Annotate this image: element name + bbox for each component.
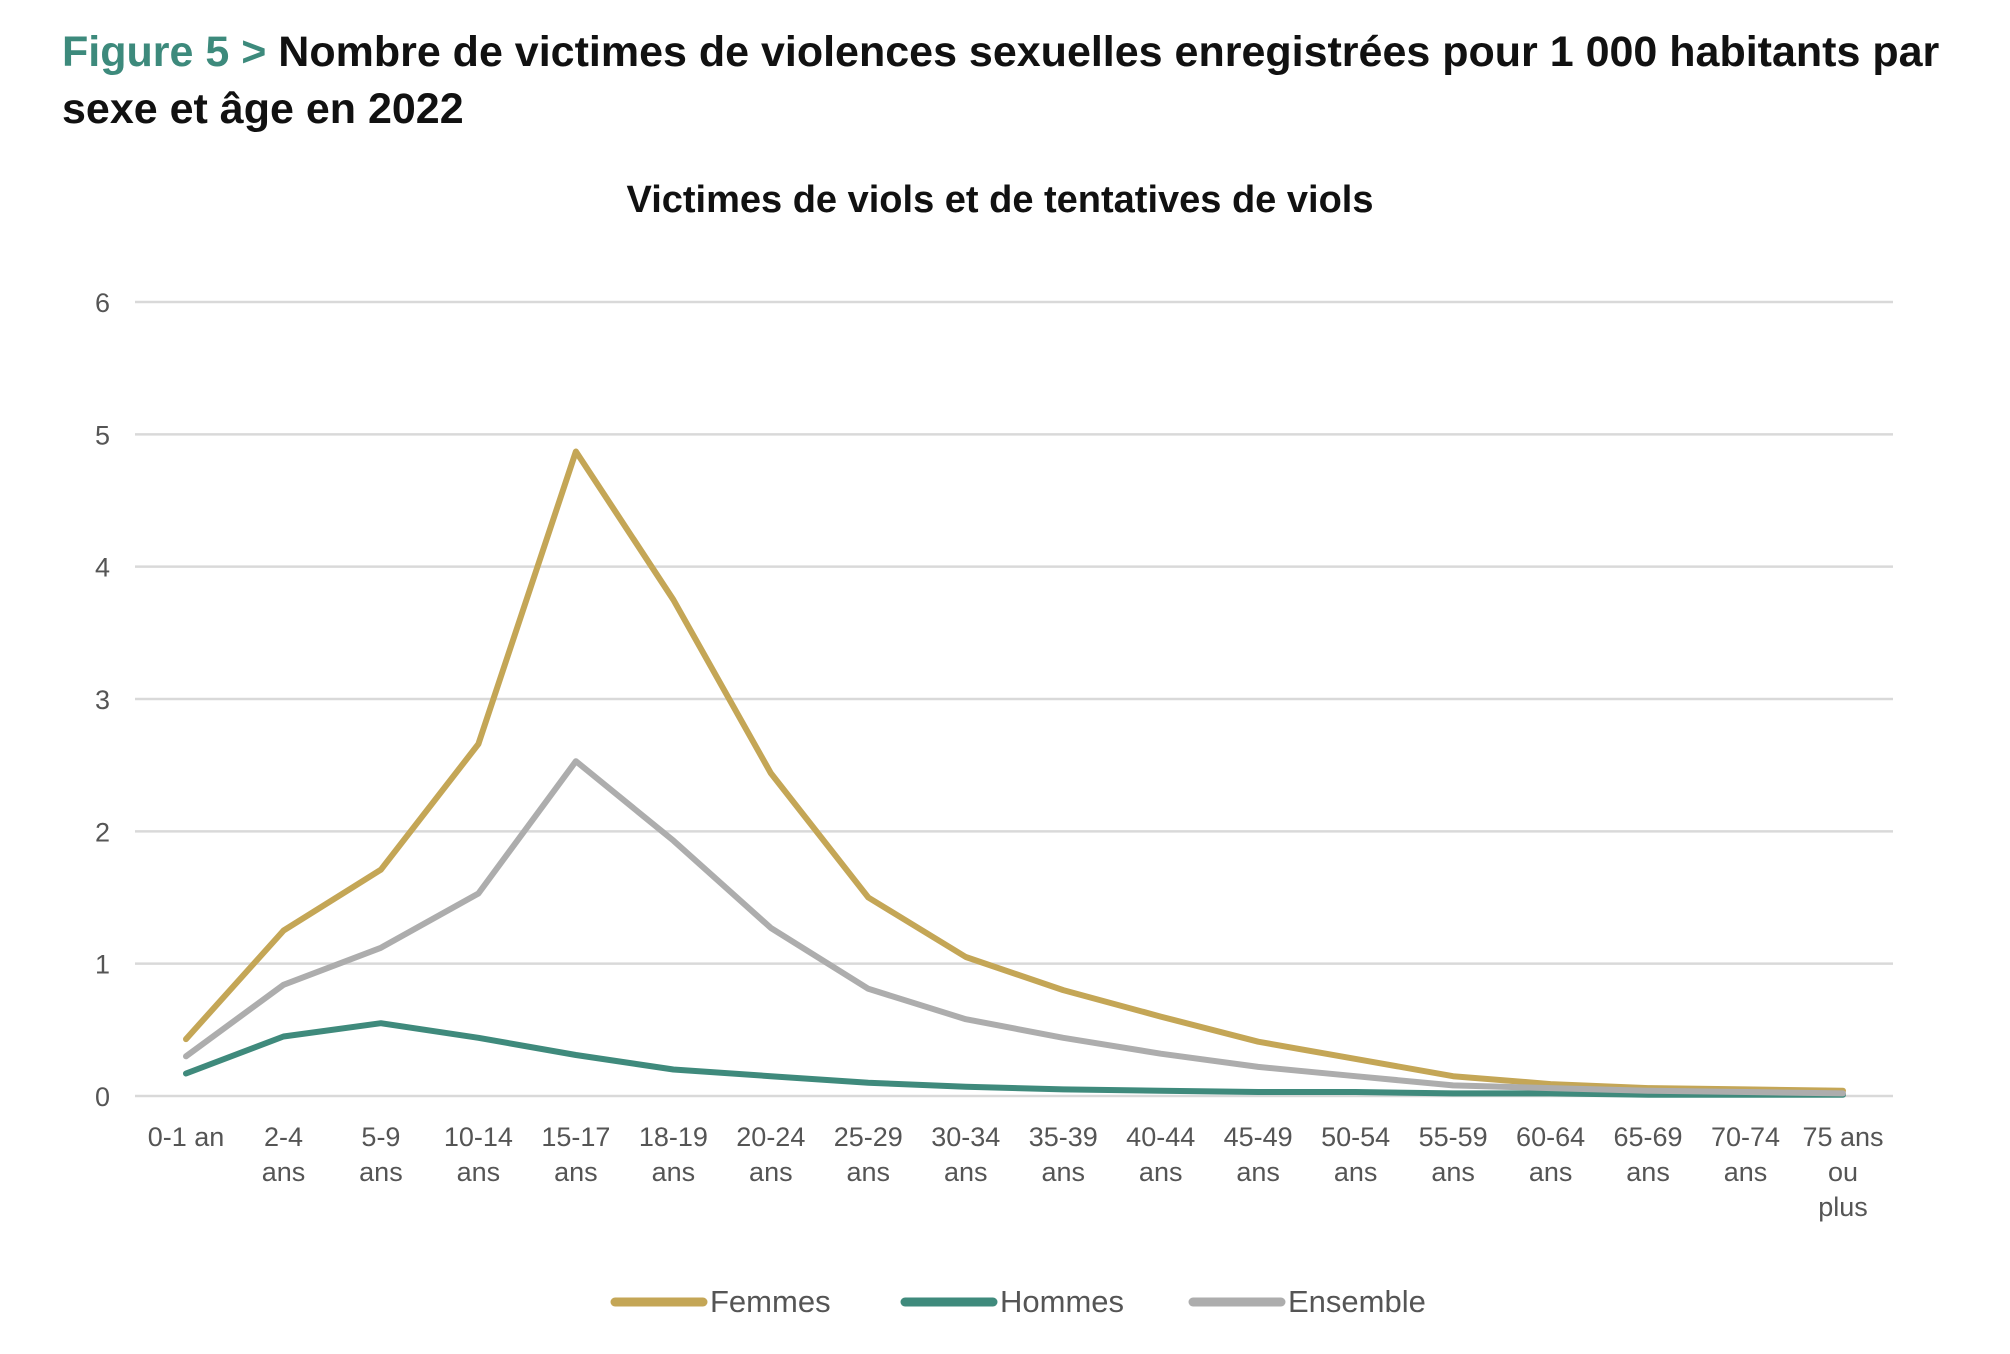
figure-number: Figure 5 > [62,28,279,76]
x-tick-label: 2-4 ans [262,1122,306,1187]
gridlines [135,300,1893,1098]
x-tick-label: 75 ans ou plus [1802,1122,1883,1222]
x-tick-label: 0-1 an [148,1122,225,1152]
x-tick-label: 45-49 ans [1224,1122,1293,1187]
series-lines [183,448,1846,1098]
legend-label: Femmes [710,1284,831,1319]
x-tick-label: 30-34 ans [931,1122,1000,1187]
y-tick-label: 2 [95,817,110,847]
x-tick-label: 65-69 ans [1614,1122,1683,1187]
y-tick-label: 1 [95,950,110,980]
legend: Femmes Hommes Ensemble [610,1284,1426,1319]
figure-heading: Nombre de victimes de violences sexuelle… [62,28,1940,133]
x-tick-label: 35-39 ans [1029,1122,1098,1187]
x-tick-label: 5-9 ans [359,1122,403,1187]
x-tick-label: 18-19 ans [639,1122,708,1187]
chart-title: Victimes de viols et de tentatives de vi… [627,179,1374,221]
x-tick-label: 60-64 ans [1516,1122,1585,1187]
x-tick-label: 50-54 ans [1321,1122,1390,1187]
y-tick-label: 5 [95,420,110,450]
series-line-femmes [183,448,1846,1094]
x-tick-label: 25-29 ans [834,1122,903,1187]
y-tick-label: 4 [95,553,110,583]
y-tick-label: 6 [95,288,110,318]
legend-label: Hommes [1000,1284,1124,1319]
x-tick-label: 20-24 ans [736,1122,805,1187]
x-tick-label: 15-17 ans [541,1122,610,1187]
legend-label: Ensemble [1288,1284,1426,1319]
series-line-hommes [183,1020,1846,1098]
x-tick-label: 10-14 ans [444,1122,513,1187]
x-tick-label: 70-74 ans [1711,1122,1780,1187]
y-tick-label: 3 [95,685,110,715]
figure-title: Figure 5 > Nombre de victimes de violenc… [62,24,1962,138]
x-axis-ticks: 0-1 an 2-4 ans 5-9 ans 10-14 ans 15-17 ans 18-19 a… [148,1122,1884,1222]
series-line-ensemble [183,758,1846,1097]
y-tick-label: 0 [95,1082,110,1112]
x-tick-label: 40-44 ans [1126,1122,1195,1187]
x-tick-label: 55-59 ans [1419,1122,1488,1187]
y-axis-ticks: 0 1 2 3 4 5 6 [95,288,110,1112]
